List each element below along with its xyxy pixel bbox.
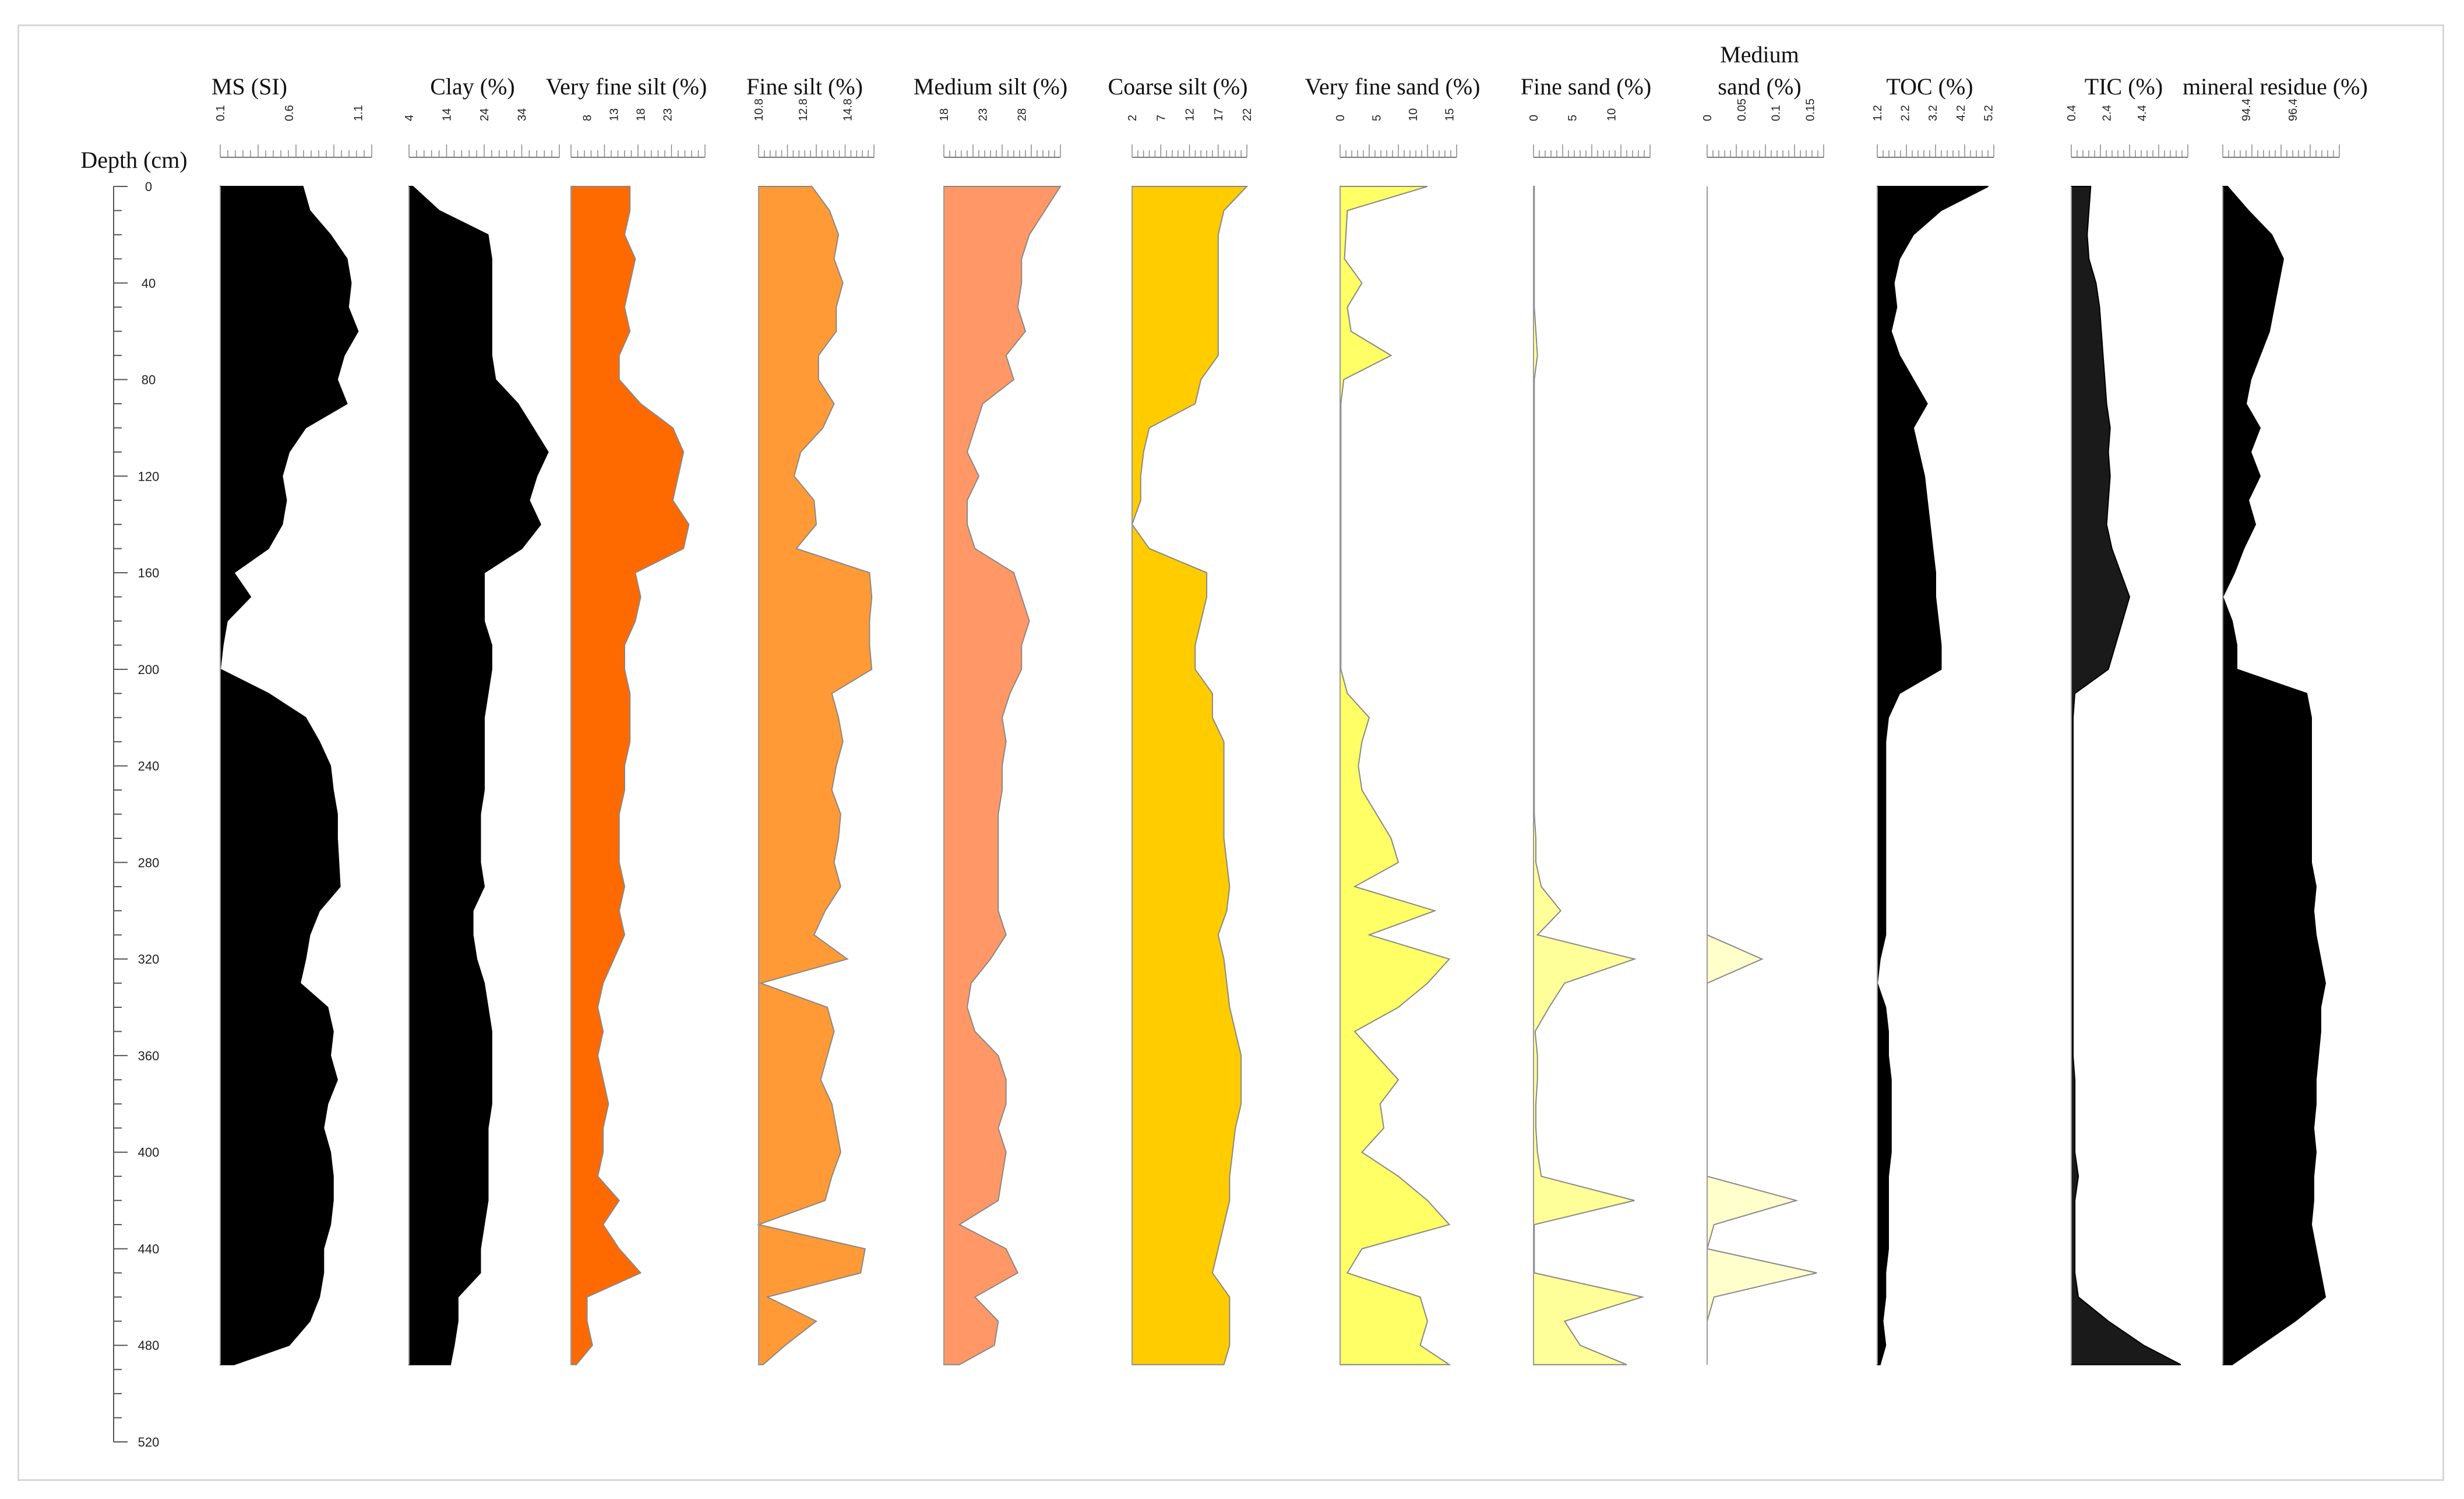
depth-tick-label: 80 <box>142 373 156 387</box>
scale-tick-label: 5 <box>1371 115 1384 121</box>
scale-tick-label: 4.4 <box>2136 105 2149 121</box>
panel-title: Coarse silt (%) <box>1108 73 1248 100</box>
depth-tick-label: 280 <box>138 855 160 870</box>
scale-tick-label: 12 <box>1184 108 1197 121</box>
panel-title: Very fine sand (%) <box>1305 73 1480 100</box>
scale-tick-label: 22 <box>1241 108 1254 121</box>
depth-tick-label: 200 <box>138 662 160 677</box>
depth-tick-label: 520 <box>138 1435 160 1449</box>
scale-tick-label: 2 <box>1126 115 1139 121</box>
depth-tick-label: 240 <box>138 759 160 774</box>
series-area-1 <box>408 186 549 1366</box>
panel-title: mineral residue (%) <box>2183 73 2368 100</box>
scale-tick-label: 0.15 <box>1804 98 1817 121</box>
scale-tick-label: 4 <box>403 115 416 121</box>
depth-tick-label: 440 <box>138 1241 160 1256</box>
panel-title: Fine silt (%) <box>746 73 863 100</box>
panel-title: Fine sand (%) <box>1521 73 1651 100</box>
scale-tick-label: 14 <box>441 108 454 121</box>
depth-tick-label: 120 <box>138 469 160 484</box>
series-area-4 <box>943 186 1062 1366</box>
scale-tick-label: 8 <box>581 115 594 121</box>
scale-tick-label: 10.8 <box>753 98 766 121</box>
scale-tick-label: 34 <box>516 108 529 121</box>
scale-tick-label: 1.1 <box>352 105 365 121</box>
scale-tick-label: 24 <box>478 108 491 121</box>
depth-tick-label: 160 <box>138 566 160 580</box>
scale-tick-label: 0 <box>1528 115 1541 121</box>
scale-tick-label: 5.2 <box>1982 105 1995 121</box>
scale-tick-label: 5 <box>1567 115 1580 121</box>
scale-tick-label: 0.6 <box>283 105 296 121</box>
series-area-11 <box>2222 186 2326 1366</box>
series-area-3 <box>756 186 873 1366</box>
scale-tick-label: 18 <box>938 108 951 121</box>
panel-title: Medium <box>1720 41 1799 68</box>
depth-tick-label: 40 <box>142 276 156 291</box>
depth-tick-label: 320 <box>138 952 160 967</box>
series-area-10 <box>2071 186 2181 1366</box>
scale-tick-label: 94.4 <box>2240 98 2253 121</box>
series-area-6 <box>1339 186 1451 1366</box>
scale-tick-label: 3.2 <box>1927 105 1940 121</box>
scale-tick-label: 0.05 <box>1736 98 1749 121</box>
scale-tick-label: 0 <box>1334 115 1347 121</box>
scale-tick-label: 1.2 <box>1871 105 1884 121</box>
series-area-2 <box>570 186 690 1366</box>
scale-tick-label: 15 <box>1444 108 1457 121</box>
scale-tick-label: 28 <box>1016 108 1028 121</box>
scale-tick-label: 96.4 <box>2287 98 2300 121</box>
scale-tick-label: 14.8 <box>841 98 854 121</box>
series-area-0 <box>219 186 359 1366</box>
scale-tick-label: 13 <box>608 108 621 121</box>
series-area-8 <box>1706 186 1817 1365</box>
scale-tick-label: 0.1 <box>1770 105 1783 121</box>
scale-tick-label: 4.2 <box>1955 105 1968 121</box>
scale-tick-label: 7 <box>1155 115 1168 121</box>
panel-title: sand (%) <box>1718 73 1801 100</box>
panel-title: MS (SI) <box>211 73 287 100</box>
scale-tick-label: 10 <box>1605 108 1618 121</box>
series-area-7 <box>1533 186 1645 1366</box>
scale-tick-label: 2.4 <box>2101 105 2114 121</box>
scale-tick-label: 18 <box>635 108 648 121</box>
panel-title: Very fine silt (%) <box>546 73 707 100</box>
series-area-9 <box>1876 186 1989 1366</box>
scale-tick-label: 17 <box>1212 108 1225 121</box>
scale-tick-label: 12.8 <box>797 98 810 121</box>
scale-tick-label: 23 <box>662 108 675 121</box>
scale-tick-label: 0.4 <box>2065 105 2078 121</box>
depth-tick-label: 0 <box>145 179 152 194</box>
scale-tick-label: 0.1 <box>214 105 227 121</box>
panel-title: Medium silt (%) <box>914 73 1067 100</box>
scale-tick-label: 23 <box>977 108 990 121</box>
depth-tick-label: 400 <box>138 1145 160 1160</box>
panel-title: TIC (%) <box>2085 73 2163 100</box>
scale-tick-label: 10 <box>1407 108 1420 121</box>
series-area-5 <box>1131 186 1249 1366</box>
scale-tick-label: 0 <box>1701 115 1714 121</box>
scale-tick-label: 2.2 <box>1899 105 1912 121</box>
depth-tick-label: 360 <box>138 1049 160 1063</box>
panel-title: Clay (%) <box>430 73 515 100</box>
depth-axis-label: Depth (cm) <box>80 147 187 173</box>
panel-title: TOC (%) <box>1886 73 1973 100</box>
depth-tick-label: 480 <box>138 1338 160 1353</box>
